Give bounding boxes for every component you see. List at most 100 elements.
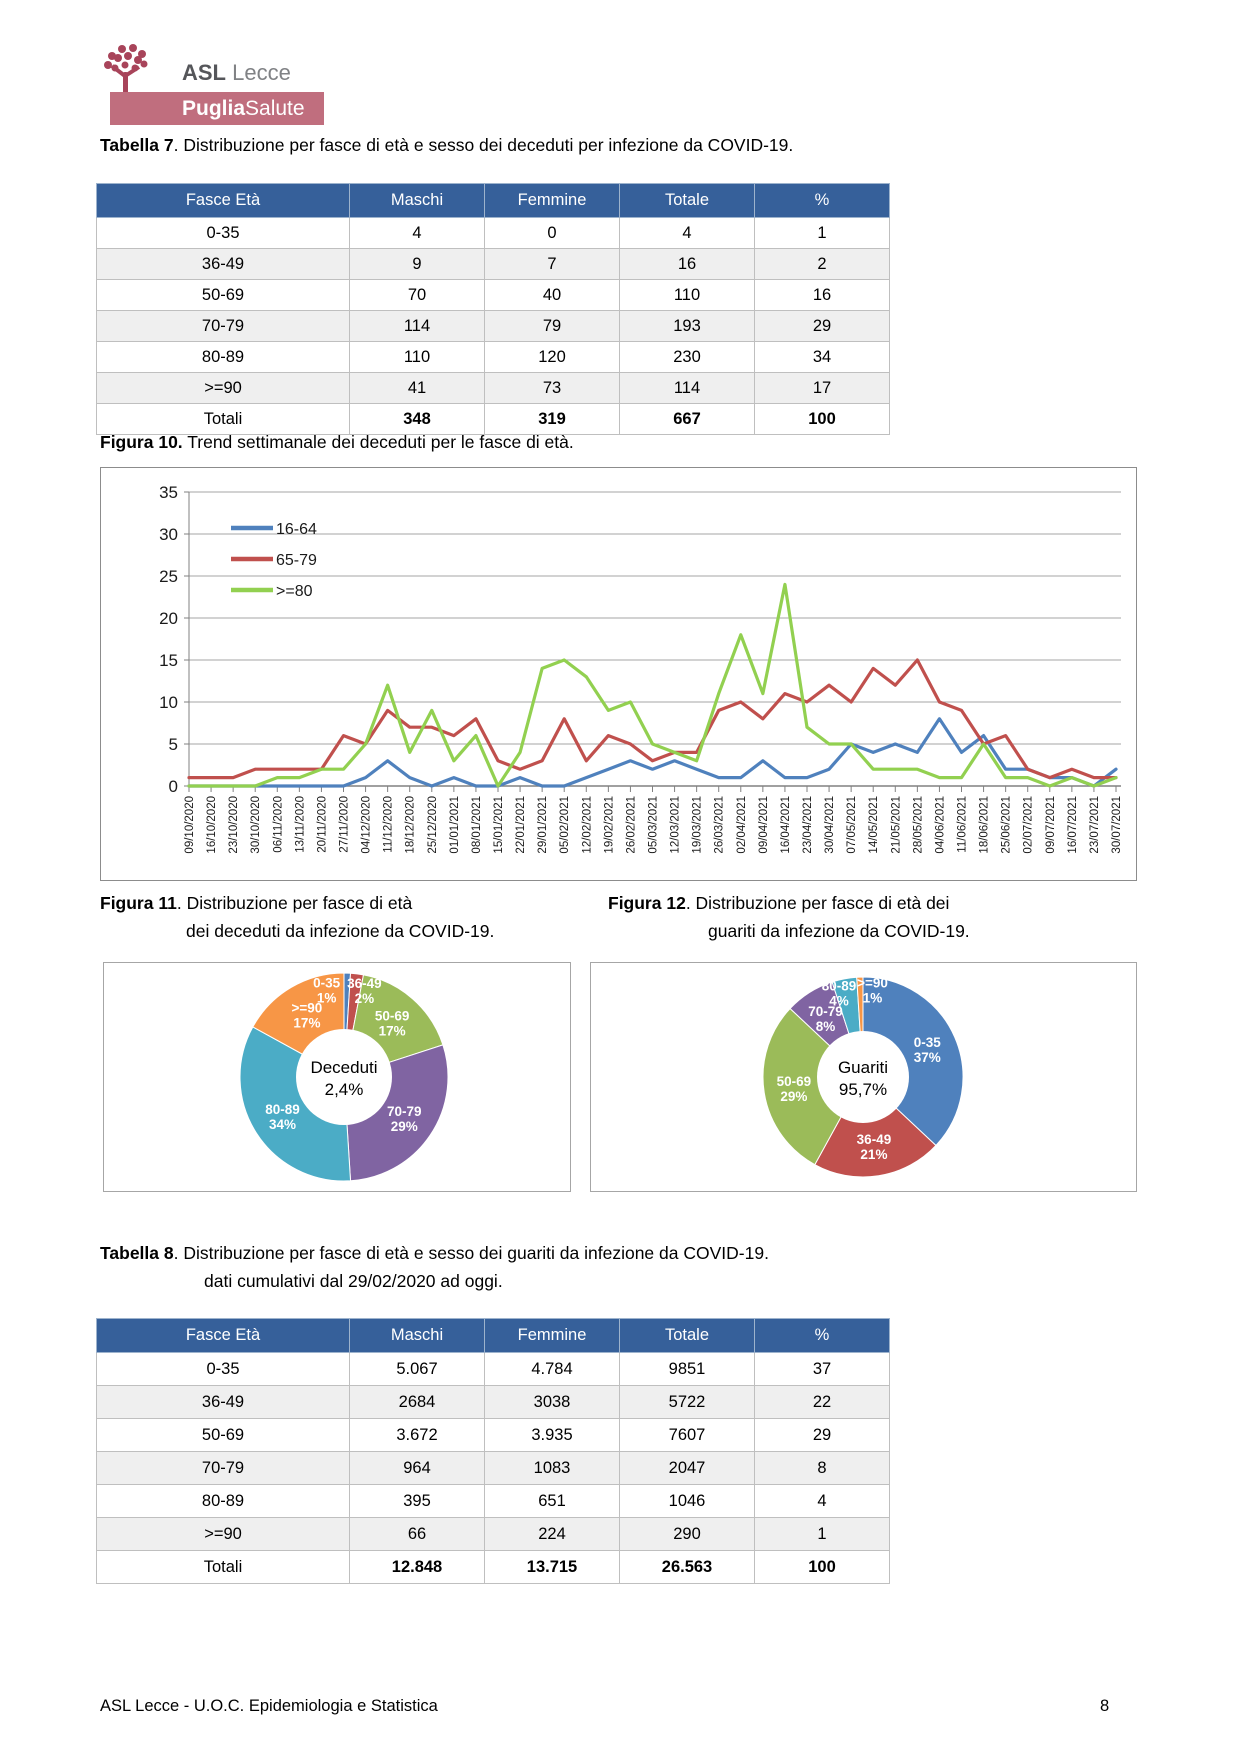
- table-row: 50-69 70 40 110 16: [96, 279, 890, 311]
- table-cell: 26.563: [619, 1550, 755, 1584]
- line-chart-svg: 0 5 10 15 20 25 30 35 09/10/2020 16/10/2020 23/10/…: [159, 483, 1123, 854]
- table-cell: 110: [349, 341, 485, 373]
- table-cell: 9851: [619, 1352, 755, 1386]
- svg-text:01/01/2021: 01/01/2021: [449, 796, 461, 854]
- tabella7-title: Tabella 7. Distribuzione per fasce di et…: [100, 135, 794, 155]
- totals-row: Totali 12.848 13.715 26.563 100: [96, 1550, 890, 1584]
- table-cell: 4: [619, 217, 755, 249]
- figura12-title-line2: guariti da infezione da COVID-19.: [708, 921, 970, 941]
- table-cell: 79: [484, 310, 620, 342]
- svg-text:23/07/2021: 23/07/2021: [1089, 796, 1101, 854]
- svg-text:07/05/2021: 07/05/2021: [846, 796, 858, 854]
- svg-text:04/06/2021: 04/06/2021: [934, 796, 946, 854]
- table-cell: 12.848: [349, 1550, 485, 1584]
- tabella8-title-line2: dati cumulativi dal 29/02/2020 ad oggi.: [204, 1271, 503, 1291]
- table-row: 70-79 114 79 193 29: [96, 310, 890, 342]
- svg-text:05/03/2021: 05/03/2021: [648, 796, 660, 854]
- tabella7: Fasce Età Maschi Femmine Totale% 0-35 4 0 4 1 36-…: [96, 183, 890, 435]
- logo-region: Lecce: [232, 60, 291, 85]
- svg-text:09/10/2020: 09/10/2020: [184, 796, 196, 854]
- guariti-donut-chart: 0-35 37% 36-49 21% 50-69 29% 70-79 8% 80-89 4% >=9…: [590, 962, 1137, 1192]
- table-cell: 2047: [619, 1451, 755, 1485]
- svg-text:18/06/2021: 18/06/2021: [979, 796, 991, 854]
- table-cell: 100: [754, 403, 890, 435]
- table-row: 50-69 3.672 3.935 7607 29: [96, 1418, 890, 1452]
- svg-text:09/07/2021: 09/07/2021: [1045, 796, 1057, 854]
- table-cell: 73: [484, 372, 620, 404]
- table-cell: Totali: [96, 1550, 350, 1584]
- asl-lecce-tree-logo-icon: [104, 44, 148, 94]
- table-cell: 230: [619, 341, 755, 373]
- svg-text:16/04/2021: 16/04/2021: [780, 796, 792, 854]
- logo-asl-lecce: ASL Lecce: [182, 60, 291, 86]
- svg-text:16/07/2021: 16/07/2021: [1067, 796, 1079, 854]
- table-cell: 110: [619, 279, 755, 311]
- svg-text:12/02/2021: 12/02/2021: [581, 796, 593, 854]
- table-cell: 3.672: [349, 1418, 485, 1452]
- table-row: 0-35 5.067 4.784 9851 37: [96, 1352, 890, 1386]
- table-cell: 120: [484, 341, 620, 373]
- header-cell: Totale: [619, 183, 755, 218]
- table-cell: 0-35: [96, 1352, 350, 1386]
- svg-text:20: 20: [159, 609, 178, 628]
- table-cell: 5722: [619, 1385, 755, 1419]
- header-cell: Femmine: [484, 183, 620, 218]
- svg-text:36-492%: 36-49 2%: [347, 976, 382, 1006]
- table-cell: 1083: [484, 1451, 620, 1485]
- table-row: 80-89 395 651 1046 4: [96, 1484, 890, 1518]
- table-cell: 1046: [619, 1484, 755, 1518]
- table-cell: 0: [484, 217, 620, 249]
- table-cell: 70: [349, 279, 485, 311]
- header-cell: Totale: [619, 1318, 755, 1353]
- table-row: >=90 41 73 114 17: [96, 372, 890, 404]
- table-cell: 66: [349, 1517, 485, 1551]
- table-cell: 964: [349, 1451, 485, 1485]
- table-cell: 193: [619, 310, 755, 342]
- svg-text:16/10/2020: 16/10/2020: [206, 796, 218, 854]
- svg-text:30/10/2020: 30/10/2020: [250, 796, 262, 854]
- svg-text:25/12/2020: 25/12/2020: [427, 796, 439, 854]
- svg-text:25/06/2021: 25/06/2021: [1001, 796, 1013, 854]
- table-row: 36-49 2684 3038 5722 22: [96, 1385, 890, 1419]
- table-cell: 114: [349, 310, 485, 342]
- table-cell: 17: [754, 372, 890, 404]
- svg-text:15: 15: [159, 651, 178, 670]
- table-cell: 3.935: [484, 1418, 620, 1452]
- logo-asl: ASL: [182, 60, 226, 85]
- table-cell: Totali: [96, 403, 350, 435]
- footer-text: ASL Lecce - U.O.C. Epidemiologia e Stati…: [100, 1697, 438, 1715]
- svg-text:21/05/2021: 21/05/2021: [890, 796, 902, 854]
- table-cell: 36-49: [96, 1385, 350, 1419]
- table-cell: 36-49: [96, 248, 350, 280]
- deceduti-donut-chart: 0-35 1% 36-49 2% 50-69 17% 70-79 29% 80-89 34% >=9…: [103, 962, 571, 1192]
- pugliasalute-banner: PugliaSalute: [110, 92, 324, 125]
- table-cell: 34: [754, 341, 890, 373]
- table-cell: 16: [619, 248, 755, 280]
- table-cell: 4.784: [484, 1352, 620, 1386]
- svg-text:70-798%: 70-79 8%: [808, 1004, 843, 1034]
- svg-text:65-79: 65-79: [276, 552, 317, 569]
- guariti-table: Fasce Età Maschi Femmine Totale% 0-35 5.067 4.…: [96, 1318, 890, 1584]
- page-number: 8: [1100, 1697, 1110, 1715]
- header-cell: %: [754, 1318, 890, 1353]
- svg-text:23/04/2021: 23/04/2021: [802, 796, 814, 854]
- table-cell: >=90: [96, 372, 350, 404]
- table-cell: 80-89: [96, 1484, 350, 1518]
- table-cell: 7: [484, 248, 620, 280]
- svg-text:06/11/2020: 06/11/2020: [272, 796, 284, 853]
- svg-text:19/02/2021: 19/02/2021: [603, 796, 615, 854]
- header-cell: Maschi: [349, 1318, 485, 1353]
- table-cell: 3038: [484, 1385, 620, 1419]
- svg-text:18/12/2020: 18/12/2020: [405, 796, 417, 854]
- svg-text:30/04/2021: 30/04/2021: [824, 796, 836, 854]
- table-row: 70-79 964 1083 2047 8: [96, 1451, 890, 1485]
- table-cell: 348: [349, 403, 485, 435]
- figura10-title: Figura 10. Trend settimanale dei decedut…: [100, 432, 574, 452]
- svg-text:35: 35: [159, 483, 178, 502]
- table-cell: 7607: [619, 1418, 755, 1452]
